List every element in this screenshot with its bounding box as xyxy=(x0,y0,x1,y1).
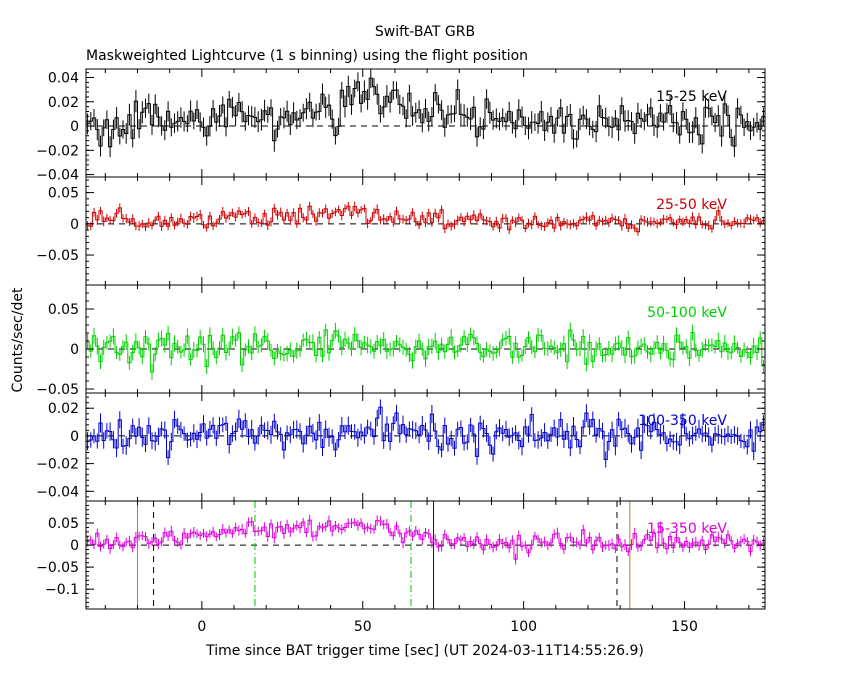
energy-band-label: 25-50 keV xyxy=(656,197,727,213)
lightcurve-line xyxy=(86,77,765,148)
y-tick-label: −0.05 xyxy=(36,248,79,264)
panel-frame xyxy=(85,500,766,610)
panel-50-100-kev: −0.05 0 0.05 50-100 keV xyxy=(36,284,766,398)
y-tick-label: 0 xyxy=(70,119,79,135)
y-tick-label: 0.04 xyxy=(48,70,79,86)
y-tick-label: −0.05 xyxy=(36,560,79,576)
x-tick-label: 50 xyxy=(354,619,372,635)
panels-group: −0.04 −0.02 0 0.02 0.04 15-25 keV −0.05 0 0.05 25… xyxy=(36,68,766,635)
y-tick-label: 0.05 xyxy=(48,516,79,532)
y-tick-label: −0.02 xyxy=(36,143,79,159)
y-tick-label: 0 xyxy=(70,429,79,445)
lightcurve-line xyxy=(86,519,765,560)
energy-band-label: 100-350 keV xyxy=(638,413,727,429)
series-1 xyxy=(86,201,765,236)
x-tick-label: 150 xyxy=(671,619,698,635)
y-tick-label: −0.1 xyxy=(45,582,79,598)
lightcurve-line xyxy=(86,329,765,373)
series-2 xyxy=(86,322,765,381)
y-tick-label: −0.05 xyxy=(36,382,79,398)
y-tick-label: −0.02 xyxy=(36,457,79,473)
panel-15-25-kev: −0.04 −0.02 0 0.02 0.04 15-25 keV xyxy=(36,68,766,184)
y-tick-label: 0 xyxy=(70,217,79,233)
panel-25-50-kev: −0.05 0 0.05 25-50 keV xyxy=(36,176,766,286)
energy-band-label: 50-100 keV xyxy=(647,305,727,321)
panel-100-350-kev: −0.04 −0.02 0 0.02 100-350 keV xyxy=(36,392,766,502)
y-axis-label: Counts/sec/det xyxy=(10,287,26,392)
series-0 xyxy=(86,69,765,158)
series-3 xyxy=(86,399,765,468)
chart-title: Swift-BAT GRB xyxy=(375,24,475,40)
y-tick-label: −0.04 xyxy=(36,484,79,500)
y-tick-label: −0.04 xyxy=(36,168,79,184)
x-tick-label: 100 xyxy=(510,619,537,635)
x-axis-label: Time since BAT trigger time [sec] (UT 20… xyxy=(205,643,644,659)
y-tick-label: 0.02 xyxy=(48,401,79,417)
lightcurve-line xyxy=(86,406,765,460)
panel-frame xyxy=(85,176,766,286)
y-tick-label: 0 xyxy=(70,342,79,358)
lightcurve-line xyxy=(86,205,765,233)
y-tick-label: 0.05 xyxy=(48,186,79,202)
energy-band-label: 15-25 keV xyxy=(656,89,727,105)
panel-15-350-kev: −0.1 −0.05 0 0.05 15-350 keV 0 50 100 150 xyxy=(36,500,766,635)
y-tick-label: 0 xyxy=(70,538,79,554)
y-tick-label: 0.02 xyxy=(48,95,79,111)
series-4 xyxy=(86,514,765,565)
energy-band-label: 15-350 keV xyxy=(647,521,727,537)
x-tick-label: 0 xyxy=(197,619,206,635)
chart-subtitle: Maskweighted Lightcurve (1 s binning) us… xyxy=(86,48,528,64)
y-tick-label: 0.05 xyxy=(48,302,79,318)
